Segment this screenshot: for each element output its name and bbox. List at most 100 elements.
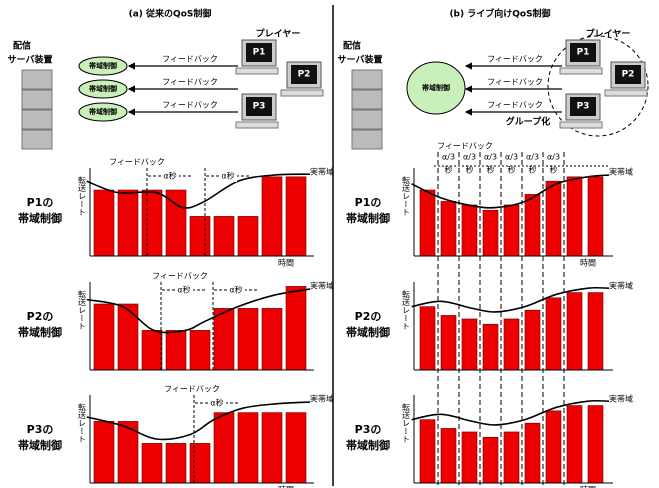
interval-label: 秒 [550, 165, 558, 175]
group-label: グループ化 [506, 116, 550, 128]
player-label: P1 [253, 48, 266, 58]
interval-label: α/3 [463, 153, 476, 162]
bar [567, 406, 582, 483]
bar [190, 330, 210, 370]
y-axis-label: 転送レート [78, 176, 87, 216]
bar [567, 293, 582, 370]
interval-label: α/3 [526, 153, 539, 162]
bar [504, 432, 519, 483]
server-icon [22, 70, 52, 89]
server-label: サーバ装置 [8, 54, 53, 66]
bar [238, 413, 258, 483]
y-axis-label: 転送レート [402, 403, 411, 443]
bar [94, 190, 114, 256]
bar [166, 330, 186, 370]
bar [525, 194, 540, 256]
bar [214, 308, 234, 370]
bar [286, 413, 306, 483]
interval-label: 秒 [529, 165, 537, 175]
feedback-label: フィードバック [164, 385, 220, 394]
bar [166, 443, 186, 483]
controller-label: 帯域制御 [89, 84, 117, 93]
panel-title: (b) ライブ向けQoS制御 [449, 8, 550, 20]
bar [262, 413, 282, 483]
feedback-label: フィードバック [487, 55, 543, 64]
bar [286, 286, 306, 370]
chart-label: P1の [27, 196, 54, 209]
server-icon [352, 90, 382, 109]
bandwidth-label: 実帯域 [310, 394, 334, 404]
bandwidth-label: 実帯域 [609, 394, 633, 404]
bar [525, 310, 540, 370]
player-label: P3 [577, 102, 590, 112]
bar [462, 319, 477, 370]
player-label: P2 [622, 70, 635, 80]
bar [441, 315, 456, 370]
controller-label: 帯域制御 [89, 107, 117, 116]
x-axis-label: 時間 [278, 259, 294, 268]
feedback-label: フィードバック [162, 55, 218, 64]
chart-label: 帯域制御 [346, 438, 390, 452]
server-label: サーバ装置 [338, 54, 383, 66]
bar [286, 177, 306, 256]
interval-label: α秒 [177, 285, 190, 295]
bar [118, 190, 138, 256]
player-label: P3 [253, 102, 266, 112]
interval-label: 秒 [466, 165, 474, 175]
interval-label: α秒 [210, 398, 223, 408]
server-icon [22, 110, 52, 129]
bar [142, 330, 162, 370]
bar [420, 190, 435, 256]
keyboard [236, 68, 278, 74]
bar [483, 324, 498, 370]
players-label: プレイヤー [586, 28, 631, 40]
bar [504, 319, 519, 370]
chart-label: P3の [27, 423, 54, 436]
bandwidth-label: 実帯域 [609, 281, 633, 291]
bar [567, 177, 582, 256]
bar [525, 423, 540, 483]
controller-label: 帯域制御 [422, 83, 450, 92]
bar [441, 428, 456, 483]
bar [420, 307, 435, 370]
server-icon [352, 70, 382, 89]
bar [214, 413, 234, 483]
y-axis-label: 転送レート [78, 290, 87, 330]
bar [262, 177, 282, 256]
server-label: 配信 [13, 40, 31, 52]
controller-label: 帯域制御 [89, 61, 117, 70]
bar [588, 293, 603, 370]
feedback-label: フィードバック [109, 158, 165, 167]
bar [483, 437, 498, 483]
chart-label: 帯域制御 [346, 211, 390, 225]
feedback-label: フィードバック [487, 78, 543, 87]
y-axis-label: 転送レート [78, 403, 87, 443]
chart-label: 帯域制御 [18, 325, 62, 339]
bandwidth-label: 実帯域 [609, 167, 633, 177]
bar [546, 181, 561, 256]
chart-label: P2の [27, 310, 54, 323]
feedback-label: フィードバック [487, 101, 543, 110]
feedback-label: フィードバック [162, 101, 218, 110]
server-label: 配信 [343, 40, 361, 52]
interval-label: 秒 [487, 165, 495, 175]
interval-label: α/3 [505, 153, 518, 162]
bar [588, 177, 603, 256]
interval-label: α秒 [163, 171, 176, 181]
chart-label: P2の [355, 310, 382, 323]
bar [504, 205, 519, 256]
bar [142, 443, 162, 483]
server-icon [22, 90, 52, 109]
panel-title: (a) 従来のQoS制御 [129, 8, 212, 20]
player-label: P2 [298, 70, 311, 80]
y-axis-label: 転送レート [402, 176, 411, 216]
bar [588, 406, 603, 483]
interval-label: α秒 [221, 171, 234, 181]
interval-label: α/3 [442, 153, 455, 162]
chart-label: 帯域制御 [346, 325, 390, 339]
chart-label: 帯域制御 [18, 438, 62, 452]
feedback-label: フィードバック [152, 272, 208, 281]
bar [483, 210, 498, 256]
bandwidth-label: 実帯域 [310, 167, 334, 177]
bar [118, 304, 138, 370]
